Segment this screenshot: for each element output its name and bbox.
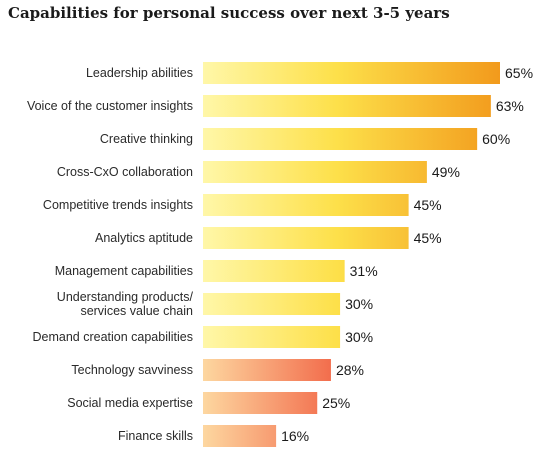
value-label: 16%: [281, 428, 309, 444]
bar: [203, 161, 427, 183]
value-label: 60%: [482, 131, 510, 147]
bar: [203, 392, 318, 414]
bar: [203, 194, 409, 216]
value-label: 65%: [505, 65, 533, 81]
category-label: Leadership abilities: [86, 66, 193, 80]
category-label: Social media expertise: [67, 396, 193, 410]
bar: [203, 326, 341, 348]
chart-title: Capabilities for personal success over n…: [8, 4, 450, 22]
category-label: Analytics aptitude: [95, 231, 193, 245]
value-label: 45%: [414, 230, 442, 246]
category-label: Technology savviness: [71, 363, 193, 377]
value-label: 31%: [350, 263, 378, 279]
category-label: Competitive trends insights: [43, 198, 193, 212]
category-label: Management capabilities: [55, 264, 193, 278]
bar: [203, 62, 500, 84]
value-label: 28%: [336, 362, 364, 378]
bar: [203, 293, 341, 315]
value-label: 45%: [414, 197, 442, 213]
bar: [203, 425, 277, 447]
bar: [203, 227, 409, 249]
value-label: 30%: [345, 329, 373, 345]
category-label: Cross-CxO collaboration: [57, 165, 193, 179]
category-label: Demand creation capabilities: [32, 330, 193, 344]
category-label: Creative thinking: [100, 132, 193, 146]
bar: [203, 260, 345, 282]
category-label: Understanding products/: [57, 290, 194, 304]
value-label: 25%: [322, 395, 350, 411]
category-label: Voice of the customer insights: [27, 99, 193, 113]
value-label: 63%: [496, 98, 524, 114]
bar: [203, 95, 491, 117]
category-label: services value chain: [80, 304, 193, 318]
bar: [203, 128, 478, 150]
value-label: 49%: [432, 164, 460, 180]
category-label: Finance skills: [118, 429, 193, 443]
bar: [203, 359, 331, 381]
value-label: 30%: [345, 296, 373, 312]
